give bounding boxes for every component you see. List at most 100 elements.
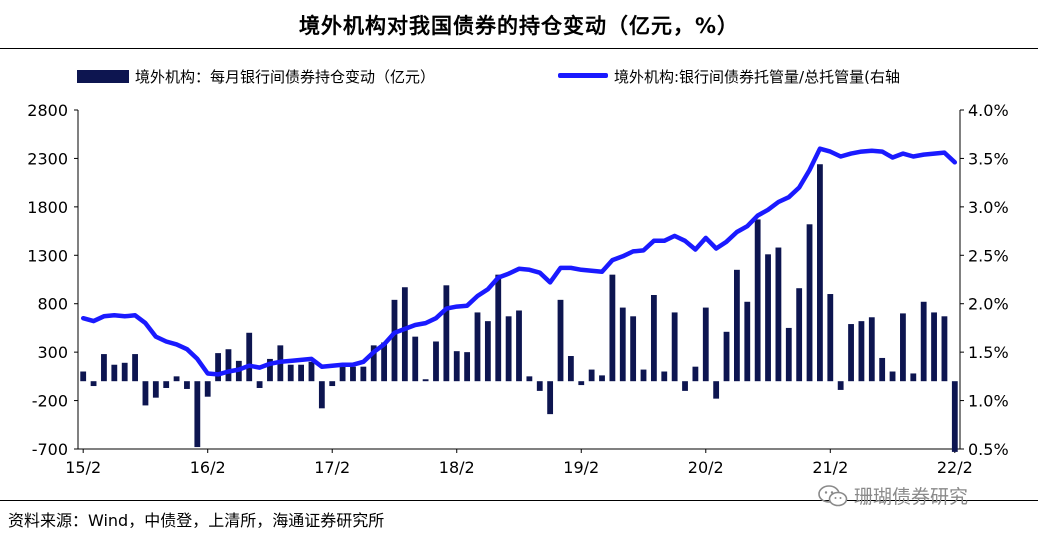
bar: [588, 369, 595, 382]
bar: [267, 358, 273, 382]
bar: [682, 381, 688, 391]
bar: [287, 364, 294, 382]
legend-bar-swatch: [77, 70, 129, 83]
bar: [900, 313, 906, 382]
x-tick-label: 22/2: [937, 458, 973, 477]
source-divider: [0, 500, 1038, 501]
source-note: 资料来源：Wind，中债登，上清所，海通证券研究所: [8, 511, 385, 530]
bars-group: [80, 164, 958, 452]
bar: [650, 294, 657, 382]
bar: [516, 310, 522, 382]
bar: [713, 381, 720, 399]
x-tick-label: 21/2: [812, 458, 848, 477]
left-tick-label: -200: [32, 392, 68, 411]
bar: [640, 369, 647, 382]
bar: [557, 299, 564, 382]
bar: [246, 332, 253, 382]
bar: [505, 316, 512, 382]
bar: [692, 366, 699, 382]
left-tick-label: 1300: [27, 246, 68, 265]
bar: [796, 288, 803, 382]
bar: [318, 381, 325, 409]
bar: [848, 324, 854, 382]
bar: [121, 362, 128, 382]
bar: [630, 316, 637, 382]
left-tick-label: 2300: [27, 149, 68, 168]
bar: [184, 381, 190, 389]
right-tick-label: 1.0%: [968, 392, 1009, 411]
bar: [702, 307, 709, 382]
bar: [132, 354, 138, 382]
bar: [298, 364, 304, 382]
bar: [920, 301, 927, 382]
bar: [578, 381, 585, 386]
bar: [80, 371, 87, 382]
bar: [142, 381, 149, 406]
bar: [910, 373, 917, 382]
bar: [111, 364, 118, 382]
bar: [671, 312, 678, 382]
right-tick-label: 4.0%: [968, 101, 1009, 120]
share-series-line: [80, 146, 958, 377]
bar: [806, 224, 813, 382]
bar: [381, 342, 388, 382]
x-tick-label: 18/2: [439, 458, 475, 477]
bar: [495, 274, 502, 382]
wechat-icon: [818, 485, 848, 507]
legend-item-line: 境外机构:银行间债券托管量/总托管量(右轴: [558, 66, 900, 88]
left-tick-label: -700: [32, 440, 68, 459]
bar: [858, 321, 865, 382]
bar: [619, 307, 626, 382]
bar: [775, 247, 782, 382]
bar: [225, 349, 232, 382]
left-tick-label: 800: [37, 295, 68, 314]
bar: [370, 345, 377, 382]
x-tick-label: 20/2: [688, 458, 724, 477]
bar: [173, 376, 180, 382]
bar: [412, 336, 419, 382]
bar: [734, 269, 740, 382]
bar: [879, 357, 886, 382]
right-tick-label: 3.5%: [968, 149, 1009, 168]
bar: [567, 356, 574, 382]
bar: [152, 381, 159, 398]
bar: [536, 381, 543, 391]
x-tick-label: 15/2: [65, 458, 101, 477]
bar: [350, 366, 356, 382]
bar: [308, 361, 315, 382]
bar: [889, 371, 896, 382]
left-tick-label: 2800: [27, 101, 68, 120]
bar: [547, 381, 554, 415]
bar: [723, 331, 730, 382]
watermark-text: 珊瑚债券研究: [854, 486, 969, 508]
bar: [765, 254, 771, 382]
right-tick-label: 0.5%: [968, 440, 1009, 459]
bar: [526, 376, 533, 382]
line-group: [80, 146, 958, 377]
legend-item-bar: 境外机构：每月银行间债券持仓变动（亿元）: [77, 66, 435, 88]
bar: [661, 371, 668, 382]
bar: [215, 353, 221, 382]
left-tick-label: 1800: [27, 198, 68, 217]
bar: [422, 379, 429, 382]
bar: [951, 381, 958, 452]
bar: [204, 381, 211, 397]
bar: [754, 219, 761, 382]
bar: [931, 312, 937, 382]
right-tick-label: 1.5%: [968, 343, 1009, 362]
bar: [433, 341, 439, 382]
bar: [360, 366, 367, 382]
bar: [443, 285, 450, 382]
legend-line-swatch: [558, 73, 608, 78]
title-divider: [0, 48, 1038, 49]
bar: [744, 301, 751, 382]
legend-line-label: 境外机构:银行间债券托管量/总托管量(右轴: [614, 68, 900, 86]
x-tick-label: 17/2: [314, 458, 350, 477]
bar: [90, 381, 97, 387]
bar: [609, 274, 616, 382]
bar: [941, 316, 948, 382]
bar: [599, 375, 605, 382]
bar: [868, 317, 875, 382]
bar: [256, 381, 263, 388]
